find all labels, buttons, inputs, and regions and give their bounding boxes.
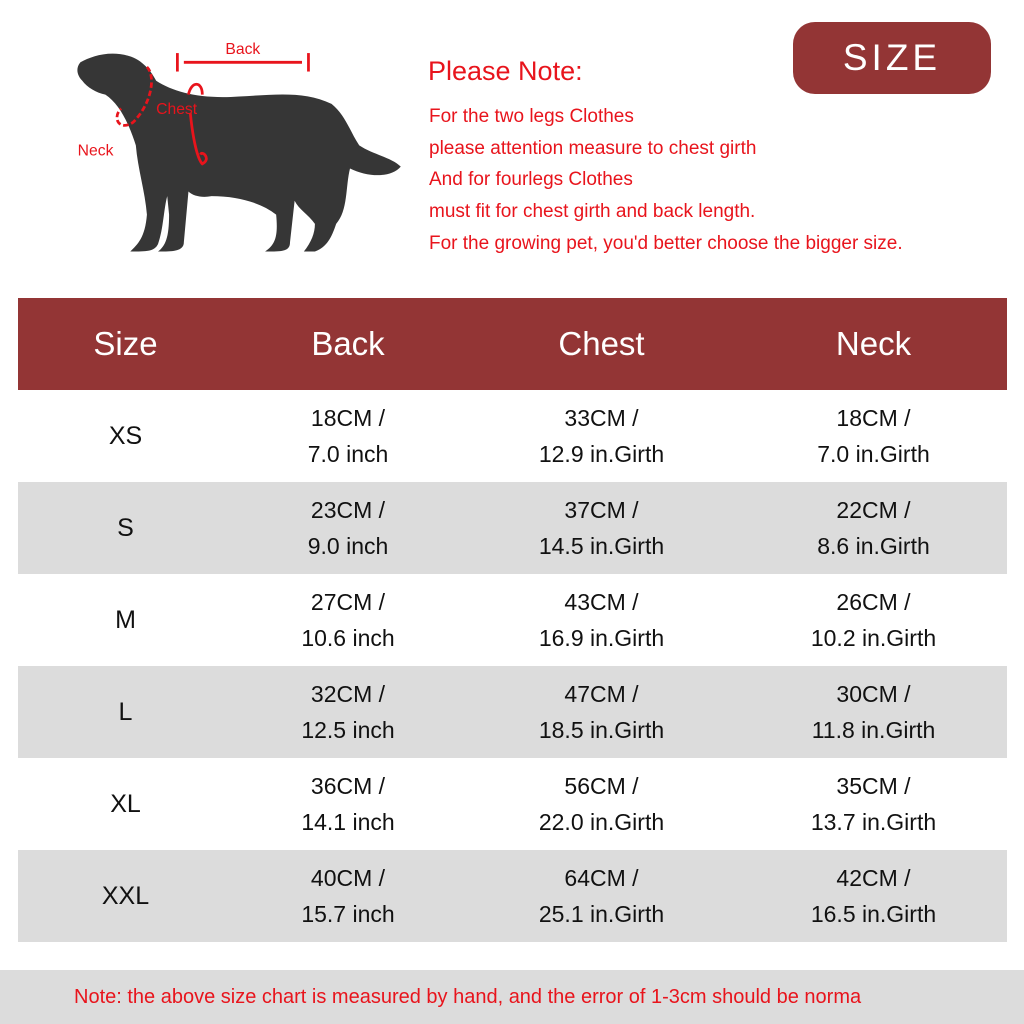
chest-label: Chest (156, 101, 198, 118)
chest-cell: 43CM / 16.9 in.Girth (463, 584, 740, 656)
chest-cell-line: 37CM / (564, 497, 639, 523)
neck-cell-line: 26CM / (836, 589, 911, 615)
neck-label: Neck (78, 143, 114, 160)
back-cell-line: 9.0 inch (307, 533, 389, 559)
chest-cell-line: 43CM / (564, 589, 639, 615)
back-cell-line: 12.5 inch (301, 717, 395, 743)
neck-cell-line: 22CM / (836, 497, 911, 523)
neck-cell-line: 8.6 in.Girth (817, 533, 930, 559)
back-cell-line: 10.6 inch (301, 625, 395, 651)
size-cell: S (18, 510, 233, 546)
chest-cell-line: 18.5 in.Girth (538, 717, 665, 743)
neck-cell-line: 35CM / (836, 773, 911, 799)
footer-note: Note: the above size chart is measured b… (0, 970, 1024, 1024)
note-lines: For the two legs Clothes please attentio… (429, 101, 903, 260)
size-cell: XS (18, 418, 233, 454)
neck-cell-line: 10.2 in.Girth (810, 625, 937, 651)
chest-cell-line: 33CM / (564, 405, 639, 431)
back-cell-line: 14.1 inch (301, 809, 395, 835)
note-line: must fit for chest girth and back length… (429, 201, 756, 223)
size-cell: M (18, 602, 233, 638)
back-cell-line: 7.0 inch (307, 441, 389, 467)
header-chest: Chest (558, 325, 645, 362)
neck-cell-line: 42CM / (836, 865, 911, 891)
back-cell-line: 27CM / (310, 589, 386, 615)
neck-cell: 18CM / 7.0 in.Girth (740, 400, 1007, 472)
size-cell-line: S (117, 514, 134, 542)
back-label: Back (225, 41, 260, 58)
neck-cell: 26CM / 10.2 in.Girth (740, 584, 1007, 656)
chest-cell-line: 12.9 in.Girth (538, 441, 665, 467)
table-row: XS 18CM / 7.0 inch 33CM / 12.9 in.Girth 18CM … (18, 390, 1007, 482)
chest-cell-line: 56CM / (564, 773, 639, 799)
size-badge: SIZE (793, 22, 991, 94)
neck-cell: 22CM / 8.6 in.Girth (740, 492, 1007, 564)
back-cell: 18CM / 7.0 inch (233, 400, 463, 472)
table-row: XXL 40CM / 15.7 inch 64CM / 25.1 in.Girth 42C… (18, 850, 1007, 942)
neck-cell-line: 13.7 in.Girth (810, 809, 937, 835)
chest-cell: 33CM / 12.9 in.Girth (463, 400, 740, 472)
neck-cell-line: 18CM / (836, 405, 911, 431)
neck-cell-line: 7.0 in.Girth (817, 441, 930, 467)
table-row: XL 36CM / 14.1 inch 56CM / 22.0 in.Girth 35CM… (18, 758, 1007, 850)
dog-measurement-diagram: Back Chest Neck (77, 41, 401, 252)
dog-silhouette (77, 53, 401, 252)
note-title: Please Note: (428, 56, 583, 86)
size-cell-line: XL (110, 790, 141, 818)
table-row: L 32CM / 12.5 inch 47CM / 18.5 in.Girth 30CM … (18, 666, 1007, 758)
back-cell: 27CM / 10.6 inch (233, 584, 463, 656)
size-cell-line: L (118, 698, 133, 726)
size-table: Size Back Chest Neck XS 18CM / 7.0 inch 33C… (18, 298, 1007, 942)
back-cell: 23CM / 9.0 inch (233, 492, 463, 564)
size-cell-line: XS (108, 422, 143, 450)
back-cell-line: 32CM / (310, 681, 386, 707)
neck-cell-line: 11.8 in.Girth (811, 717, 936, 743)
note-line: And for fourlegs Clothes (429, 169, 633, 191)
neck-cell-line: 16.5 in.Girth (810, 901, 937, 927)
neck-cell: 35CM / 13.7 in.Girth (740, 768, 1007, 840)
table-row: S 23CM / 9.0 inch 37CM / 14.5 in.Girth 22CM /… (18, 482, 1007, 574)
chest-cell: 64CM / 25.1 in.Girth (463, 860, 740, 932)
back-cell-line: 15.7 inch (301, 901, 395, 927)
chest-cell: 37CM / 14.5 in.Girth (463, 492, 740, 564)
header-size: Size (93, 325, 158, 362)
size-cell: XL (18, 786, 233, 822)
chest-cell-line: 16.9 in.Girth (538, 625, 665, 651)
neck-cell: 30CM / 11.8 in.Girth (740, 676, 1007, 748)
size-cell-line: M (115, 606, 136, 634)
header-neck: Neck (835, 325, 912, 362)
header-back: Back (311, 325, 385, 362)
back-cell: 36CM / 14.1 inch (233, 768, 463, 840)
chest-cell-line: 47CM / (564, 681, 639, 707)
chest-cell-line: 14.5 in.Girth (538, 533, 665, 559)
chest-cell: 56CM / 22.0 in.Girth (463, 768, 740, 840)
back-cell-line: 40CM / (310, 865, 386, 891)
size-cell: L (18, 694, 233, 730)
back-cell-line: 36CM / (310, 773, 386, 799)
chest-cell-line: 22.0 in.Girth (538, 809, 665, 835)
note-line: please attention measure to chest girth (429, 137, 757, 159)
size-cell-line: XXL (101, 882, 150, 910)
size-cell: XXL (18, 878, 233, 914)
table-header: Size Back Chest Neck (18, 298, 1007, 390)
back-cell-line: 18CM / (310, 405, 386, 431)
note-line: For the two legs Clothes (429, 106, 634, 127)
back-cell-line: 23CM / (310, 497, 386, 523)
chest-cell: 47CM / 18.5 in.Girth (463, 676, 740, 748)
neck-cell-line: 30CM / (836, 681, 911, 707)
back-cell: 32CM / 12.5 inch (233, 676, 463, 748)
note-line: For the growing pet, you'd better choose… (429, 232, 903, 254)
chest-cell-line: 25.1 in.Girth (538, 901, 665, 927)
chest-cell-line: 64CM / (564, 865, 639, 891)
table-row: M 27CM / 10.6 inch 43CM / 16.9 in.Girth 26CM … (18, 574, 1007, 666)
back-cell: 40CM / 15.7 inch (233, 860, 463, 932)
neck-cell: 42CM / 16.5 in.Girth (740, 860, 1007, 932)
